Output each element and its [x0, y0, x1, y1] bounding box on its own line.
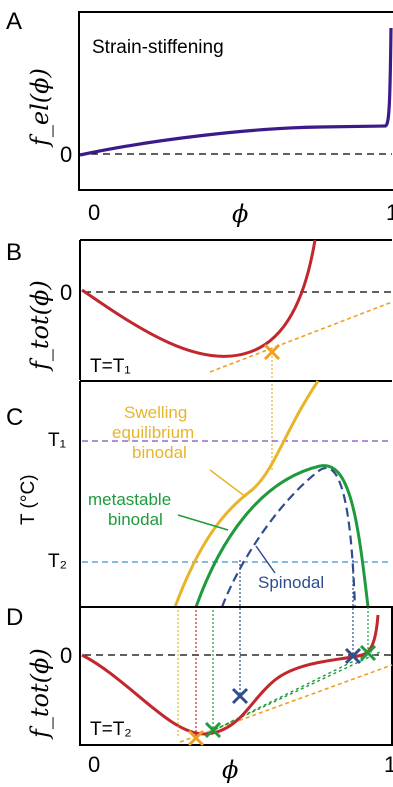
panel-a-xlabel: ϕ	[232, 200, 248, 228]
swelling-binodal-curve	[173, 380, 320, 608]
panel-d-marker-metastable-left	[204, 721, 222, 739]
panel-b-tangent	[209, 301, 393, 373]
metastable-binodal-curve	[194, 464, 370, 608]
panel-a-x-tick-0: 0	[88, 200, 100, 225]
panel-b-temp-label: T=T₁	[90, 356, 131, 377]
panel-d-marker-spinodal-left	[231, 687, 249, 705]
swelling-label-line-1: Swelling	[124, 403, 187, 422]
panel-d: 0 T=T₂ 0 1 ϕ f_tot(ϕ)	[26, 560, 393, 784]
metastable-arrow	[177, 514, 229, 531]
spinodal-label: Spinodal	[258, 573, 324, 592]
swelling-label-line-3: binodal	[132, 443, 187, 462]
panel-label-c: C	[6, 404, 23, 431]
panel-b: 0 T=T₁ f_tot(ϕ)	[26, 239, 393, 470]
panel-label-d: D	[6, 604, 23, 631]
panel-d-x-tick-1: 1	[384, 752, 393, 777]
panel-a-title: Strain-stiffening	[92, 37, 224, 58]
metastable-binodal-label: metastable binodal	[88, 490, 171, 529]
panel-b-zero-tick: 0	[60, 280, 72, 305]
panel-b-ylabel: f_tot(ϕ)	[26, 280, 54, 372]
panel-d-marker-spinodal-right	[344, 647, 362, 665]
panel-d-temp-label: T=T₂	[90, 719, 132, 740]
panel-d-marker-metastable-right	[359, 644, 377, 662]
panel-a-x-tick-1: 1	[386, 200, 393, 225]
panel-d-xlabel: ϕ	[222, 756, 238, 784]
panel-c-ylabel: T (°C)	[18, 474, 39, 525]
panel-a-ylabel: f_el(ϕ)	[26, 68, 54, 148]
swelling-binodal-label: Swelling equilibrium binodal	[112, 403, 194, 462]
panel-d-ylabel: f_tot(ϕ)	[26, 648, 54, 740]
spinodal-arrow	[255, 545, 276, 574]
panel-a-frame	[78, 11, 393, 191]
metastable-label-line-2: binodal	[108, 510, 163, 529]
panel-d-frame	[79, 606, 393, 746]
panel-b-ftot-curve	[81, 239, 317, 358]
panel-label-b: B	[6, 239, 22, 266]
panel-a-zero-tick: 0	[60, 142, 72, 167]
metastable-label-line-1: metastable	[88, 490, 171, 509]
panel-c-t2-label: T₂	[48, 551, 67, 572]
panel-d-x-tick-0: 0	[88, 752, 100, 777]
panel-a: Strain-stiffening 0 0 1 ϕ f_el(ϕ)	[26, 11, 393, 228]
panel-c: T₁ T₂ T (°C) Swelling equilibrium binoda…	[18, 380, 392, 608]
panel-d-ftot-curve	[81, 614, 380, 736]
panel-d-marker-swelling	[187, 729, 205, 747]
panel-label-a: A	[6, 8, 22, 35]
swelling-arrow	[209, 469, 247, 498]
panel-a-elastic-curve	[79, 27, 393, 157]
panel-d-zero-tick: 0	[60, 643, 72, 668]
panel-b-tangent-marker	[263, 343, 281, 361]
spinodal-curve	[220, 467, 357, 608]
panel-c-t1-label: T₁	[48, 430, 66, 451]
swelling-label-line-2: equilibrium	[112, 423, 194, 442]
